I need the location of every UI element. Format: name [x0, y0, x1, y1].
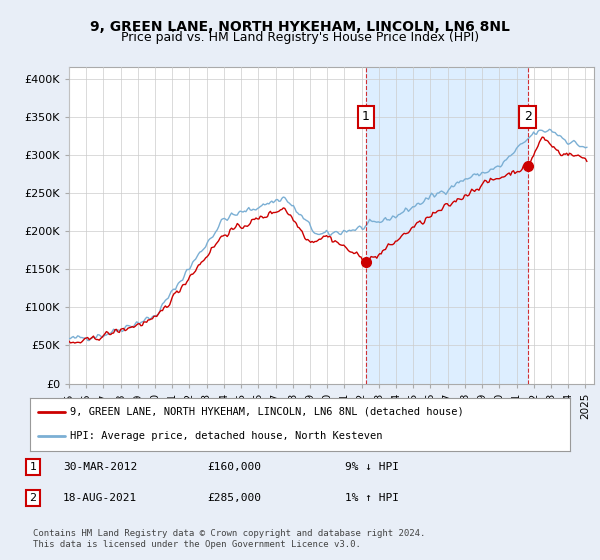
Text: Contains HM Land Registry data © Crown copyright and database right 2024.
This d: Contains HM Land Registry data © Crown c…: [33, 529, 425, 549]
Text: 2: 2: [524, 110, 532, 123]
Text: 1: 1: [29, 462, 37, 472]
Text: 9% ↓ HPI: 9% ↓ HPI: [345, 462, 399, 472]
Text: 18-AUG-2021: 18-AUG-2021: [63, 493, 137, 503]
Text: £285,000: £285,000: [207, 493, 261, 503]
Text: 2: 2: [29, 493, 37, 503]
Text: 9, GREEN LANE, NORTH HYKEHAM, LINCOLN, LN6 8NL (detached house): 9, GREEN LANE, NORTH HYKEHAM, LINCOLN, L…: [71, 407, 464, 417]
Text: Price paid vs. HM Land Registry's House Price Index (HPI): Price paid vs. HM Land Registry's House …: [121, 31, 479, 44]
Text: £160,000: £160,000: [207, 462, 261, 472]
Text: 1% ↑ HPI: 1% ↑ HPI: [345, 493, 399, 503]
Bar: [366, 67, 528, 384]
Text: 30-MAR-2012: 30-MAR-2012: [63, 462, 137, 472]
Text: HPI: Average price, detached house, North Kesteven: HPI: Average price, detached house, Nort…: [71, 431, 383, 441]
Text: 1: 1: [362, 110, 370, 123]
Text: 9, GREEN LANE, NORTH HYKEHAM, LINCOLN, LN6 8NL: 9, GREEN LANE, NORTH HYKEHAM, LINCOLN, L…: [90, 20, 510, 34]
